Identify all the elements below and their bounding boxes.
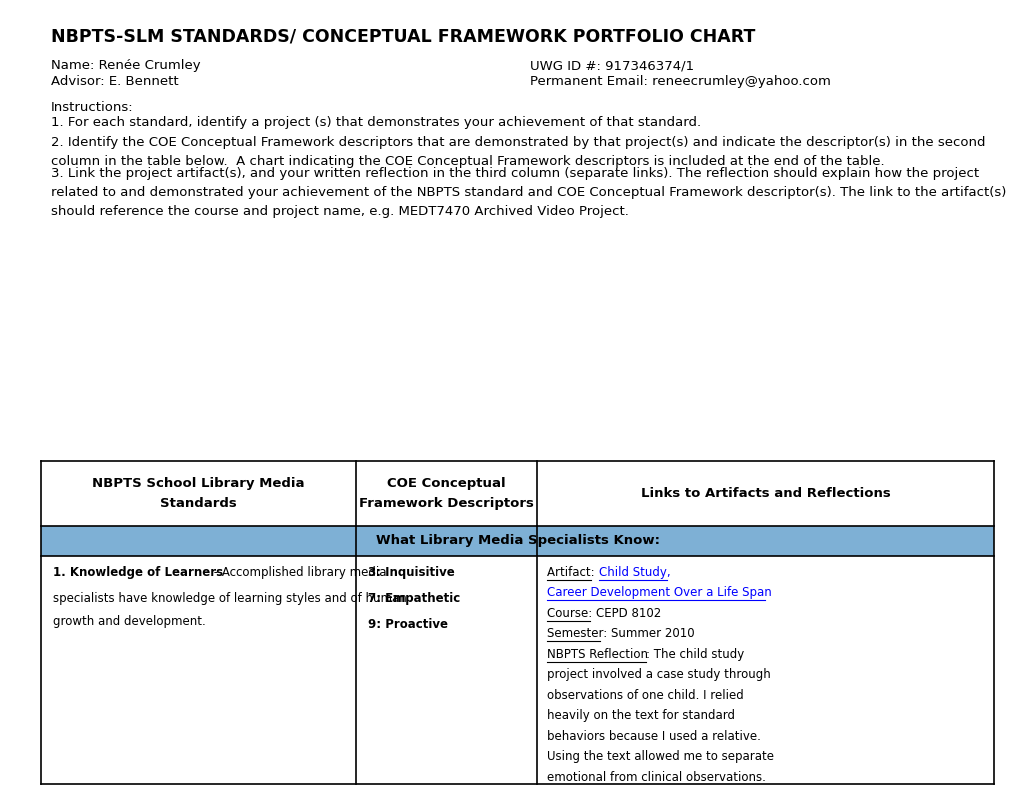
Text: 1. For each standard, identify a project (s) that demonstrates your achievement : 1. For each standard, identify a project…	[51, 116, 700, 128]
Text: Permanent Email: reneecrumley@yahoo.com: Permanent Email: reneecrumley@yahoo.com	[530, 75, 830, 87]
Text: 9: Proactive: 9: Proactive	[368, 618, 447, 630]
Text: Instructions:: Instructions:	[51, 101, 133, 113]
Text: Name: Renée Crumley: Name: Renée Crumley	[51, 59, 201, 72]
Text: Using the text allowed me to separate: Using the text allowed me to separate	[546, 750, 773, 763]
Text: 7: Empathetic: 7: Empathetic	[368, 592, 460, 604]
Text: Child Study,: Child Study,	[598, 566, 669, 578]
Text: Career Development Over a Life Span: Career Development Over a Life Span	[546, 586, 771, 599]
Text: heavily on the text for standard: heavily on the text for standard	[546, 709, 735, 722]
Text: 1. Knowledge of Learners: 1. Knowledge of Learners	[53, 566, 223, 578]
Text: NBPTS-SLM STANDARDS/ CONCEPTUAL FRAMEWORK PORTFOLIO CHART: NBPTS-SLM STANDARDS/ CONCEPTUAL FRAMEWOR…	[51, 28, 755, 46]
Text: NBPTS Reflection: NBPTS Reflection	[546, 648, 647, 660]
Text: behaviors because I used a relative.: behaviors because I used a relative.	[546, 730, 760, 742]
Text: growth and development.: growth and development.	[53, 615, 206, 628]
Text: Standards: Standards	[160, 497, 236, 510]
Text: 3: Inquisitive: 3: Inquisitive	[368, 566, 454, 578]
Text: emotional from clinical observations.: emotional from clinical observations.	[546, 771, 765, 783]
Text: What Library Media Specialists Know:: What Library Media Specialists Know:	[375, 534, 659, 547]
Text: Semester: Summer 2010: Semester: Summer 2010	[546, 627, 694, 640]
Text: observations of one child. I relied: observations of one child. I relied	[546, 689, 743, 701]
Text: - Accomplished library media: - Accomplished library media	[210, 566, 386, 578]
Text: specialists have knowledge of learning styles and of human: specialists have knowledge of learning s…	[53, 592, 407, 604]
Text: UWG ID #: 917346374/1: UWG ID #: 917346374/1	[530, 59, 694, 72]
Text: Framework Descriptors: Framework Descriptors	[359, 497, 533, 510]
Text: COE Conceptual: COE Conceptual	[386, 477, 505, 489]
Text: : The child study: : The child study	[645, 648, 744, 660]
Text: project involved a case study through: project involved a case study through	[546, 668, 770, 681]
Text: 2. Identify the COE Conceptual Framework descriptors that are demonstrated by th: 2. Identify the COE Conceptual Framework…	[51, 136, 984, 168]
Text: Artifact:: Artifact:	[546, 566, 598, 578]
Text: Links to Artifacts and Reflections: Links to Artifacts and Reflections	[640, 487, 890, 500]
Text: NBPTS School Library Media: NBPTS School Library Media	[92, 477, 304, 489]
Text: Advisor: E. Bennett: Advisor: E. Bennett	[51, 75, 178, 87]
Text: 3. Link the project artifact(s), and your written reflection in the third column: 3. Link the project artifact(s), and you…	[51, 167, 1006, 218]
Text: Course: CEPD 8102: Course: CEPD 8102	[546, 607, 660, 619]
